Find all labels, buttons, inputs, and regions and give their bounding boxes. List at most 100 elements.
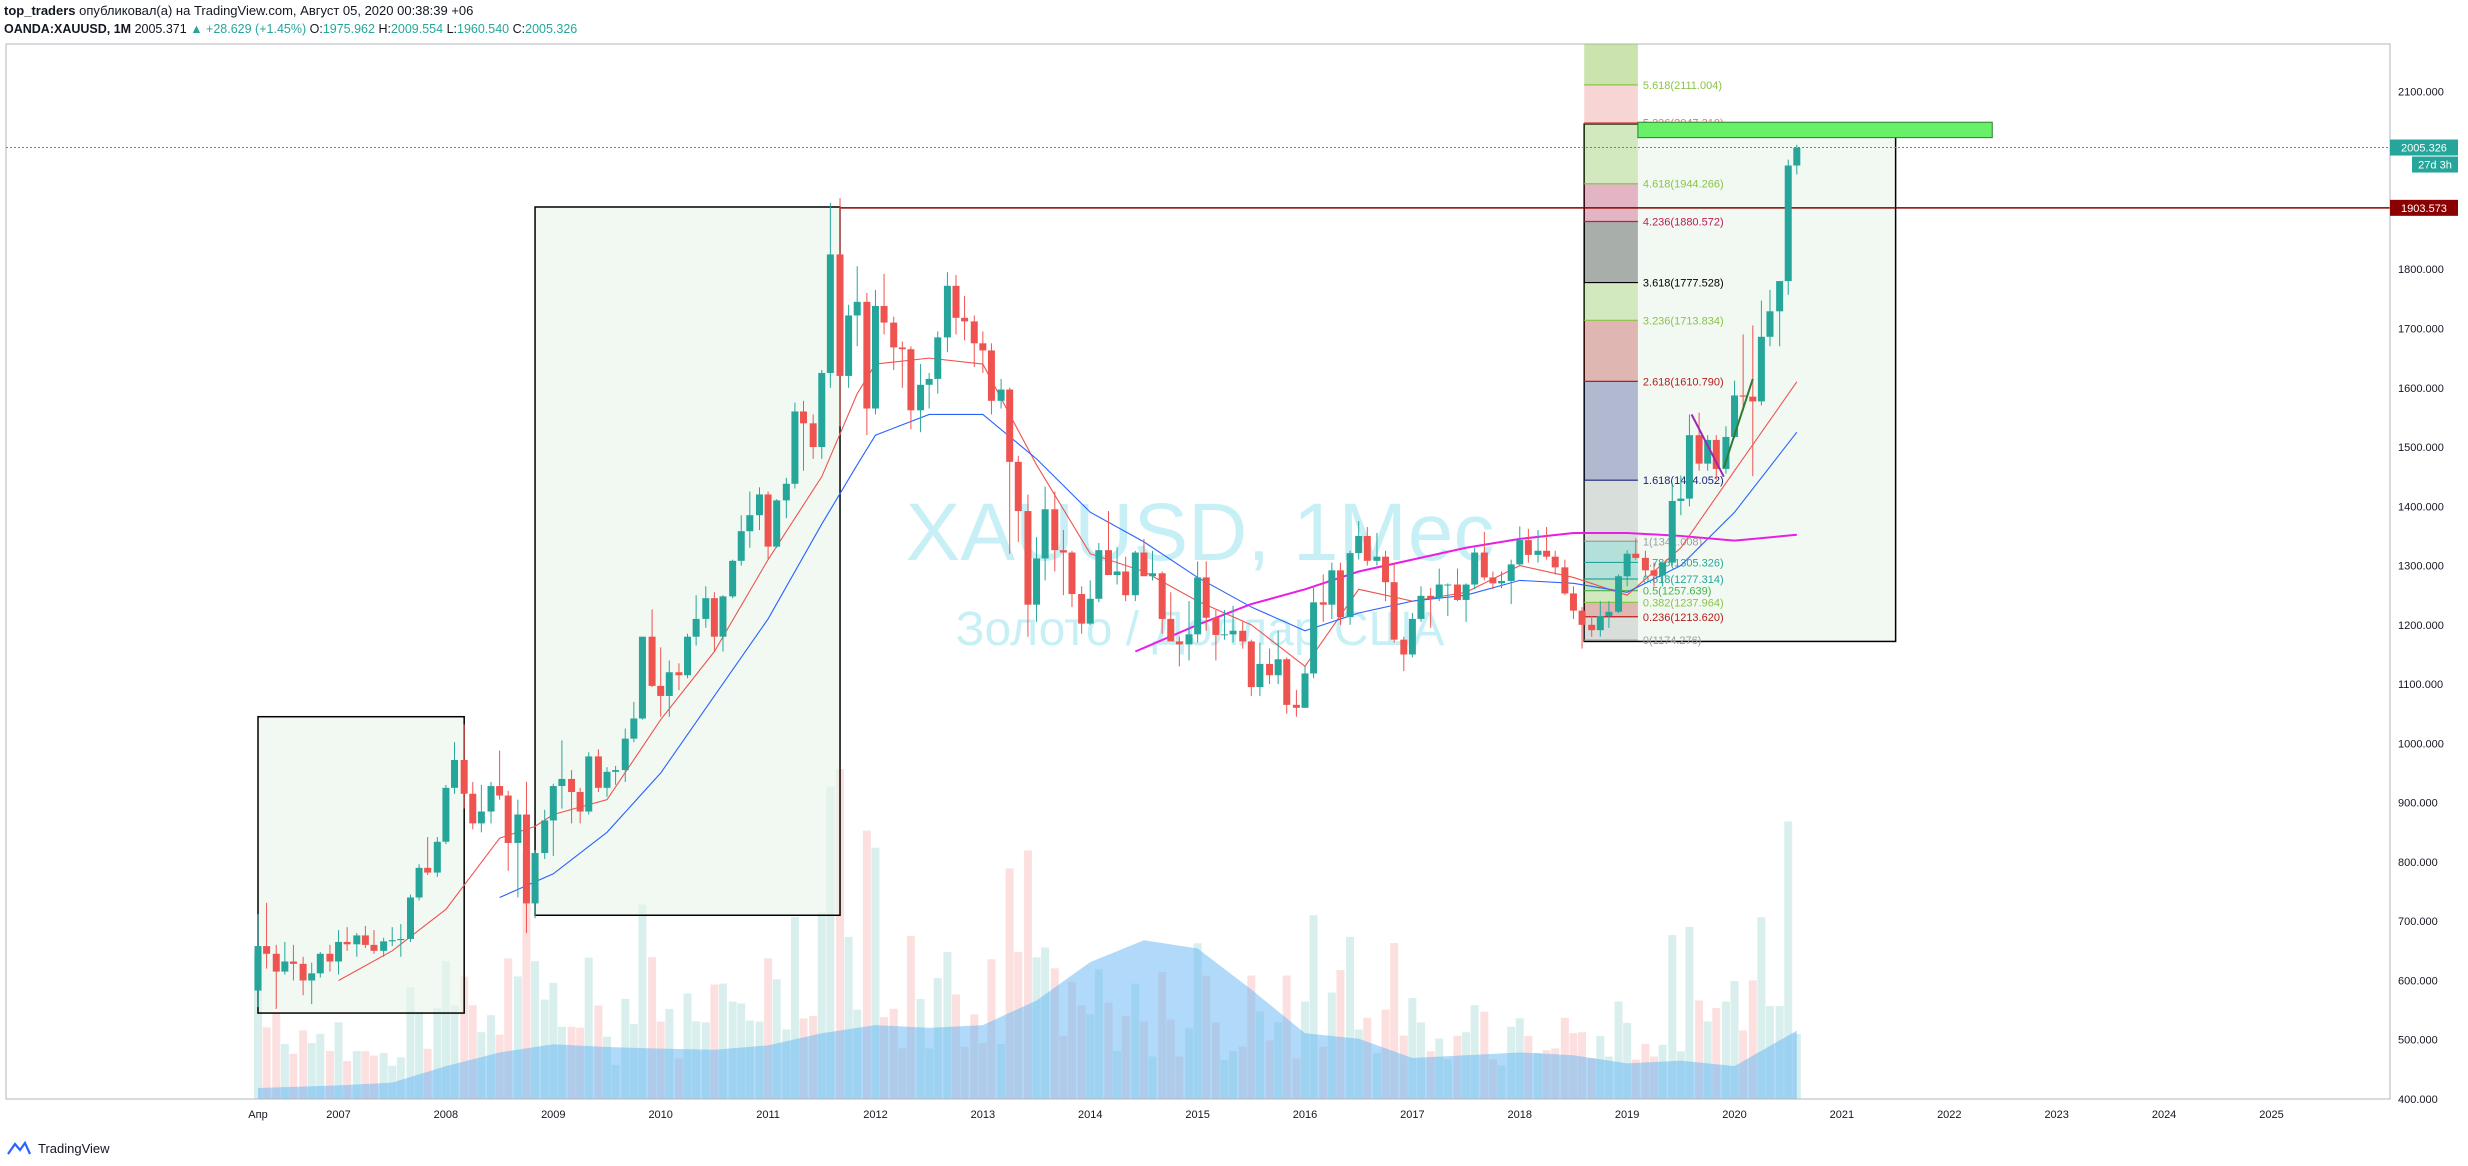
volume-bar [441,961,450,1099]
candle-body [826,254,834,373]
x-tick-label: 2022 [1937,1109,1961,1121]
volume-bar [307,1043,316,1099]
footer-brand[interactable]: TradingView [6,1140,110,1156]
candle-body [773,500,781,547]
x-tick-label: Апр [248,1109,267,1121]
fib-level-label: 0.618(1277.314) [1643,574,1724,586]
candle-body [1551,556,1559,568]
candle-body [1041,509,1049,559]
price-change: ▲ +28.629 (+1.45%) [190,22,307,36]
x-tick-label: 2008 [434,1109,458,1121]
volume-bar [433,1008,442,1099]
volume-bar [1685,926,1694,1099]
candle-body [281,961,289,972]
candle-body [1239,630,1247,642]
candle-body [272,953,280,972]
candle-body [863,301,871,409]
fib-zone [1584,480,1638,542]
candle-body [1078,594,1086,624]
volume-bar [369,1055,378,1099]
candle-body [1274,659,1282,676]
candle-body [1408,618,1416,655]
fib-level-label: 4.236(1880.572) [1643,216,1724,228]
volume-bar [790,917,799,1099]
volume-bar [1712,1007,1721,1099]
y-tick-label: 1800.000 [2398,264,2444,276]
candle-body [442,787,450,842]
candle-body [1623,553,1631,577]
candle-body [1266,663,1274,676]
symbol-label[interactable]: OANDA:XAUUSD, 1M [4,22,132,36]
volume-bar [826,786,835,1099]
candle-body [514,814,522,843]
author-name[interactable]: top_traders [4,3,76,18]
candle-body [1685,435,1693,499]
volume-bar [262,1027,271,1099]
fib-level-label: 0.5(1257.639) [1643,586,1712,598]
candle-body [1373,556,1381,561]
volume-bar [254,954,262,1099]
candle-body [406,897,414,939]
x-tick-label: 2021 [1830,1109,1854,1121]
volume-bar [836,769,845,1099]
candle-body [1256,663,1264,688]
volume-bar [396,1057,405,1099]
candle-body [549,786,557,821]
candle-body [1024,511,1032,605]
volume-bar [388,1065,397,1099]
fib-zone [1584,590,1638,603]
candle-body [917,384,925,411]
candle-body [1122,571,1130,596]
volume-bar [450,1005,459,1099]
candle-body [1641,557,1649,571]
footer-brand-text: TradingView [38,1140,110,1156]
candle-body [1704,439,1712,464]
candle-body [254,946,262,991]
candle-body [1444,584,1452,586]
candle-body [1569,593,1577,611]
fib-zone [1584,602,1638,617]
volume-bar [334,1022,343,1099]
y-tick-label: 1600.000 [2398,383,2444,395]
candle-body [1175,641,1183,645]
candle-body [1051,509,1059,551]
candle-body [1086,598,1094,624]
volume-bar [343,1061,352,1099]
candle-body [845,315,853,376]
candle-body [1480,552,1488,578]
fib-level-label: 0(1174.276) [1643,635,1702,647]
candle-body [1596,615,1604,631]
candle-body [1731,395,1739,437]
candle-body [987,350,995,401]
candle-body [1516,540,1524,565]
volume-bar [1721,1001,1730,1099]
x-tick-label: 2024 [2152,1109,2176,1121]
x-tick-label: 2011 [756,1109,780,1121]
candle-body [1793,147,1801,166]
candle-body [1346,553,1354,618]
x-tick-label: 2018 [1508,1109,1532,1121]
y-tick-label: 500.000 [2398,1035,2438,1047]
candle-body [1524,540,1532,555]
candle-body [1588,624,1596,631]
publish-line: top_traders опубликовал(а) на TradingVie… [4,2,2464,20]
candle-body [818,372,826,448]
price-label: 2005.326 [2401,143,2447,155]
volume-bar [325,1051,334,1099]
fib-zone [1584,122,1638,184]
y-tick-label: 900.000 [2398,798,2438,810]
candle-body [1677,498,1685,501]
fib-level-label: 0.236(1213.620) [1643,612,1724,624]
y-tick-label: 600.000 [2398,975,2438,987]
candle-body [568,778,576,792]
candle-body [370,944,378,951]
candle-body [782,483,790,501]
volume-bar [871,847,880,1099]
candle-body [541,820,549,854]
candle-body [326,953,334,962]
candle-body [353,935,361,945]
candle-body [1006,389,1014,462]
volume-bar [584,957,593,1099]
candle-body [943,285,951,338]
